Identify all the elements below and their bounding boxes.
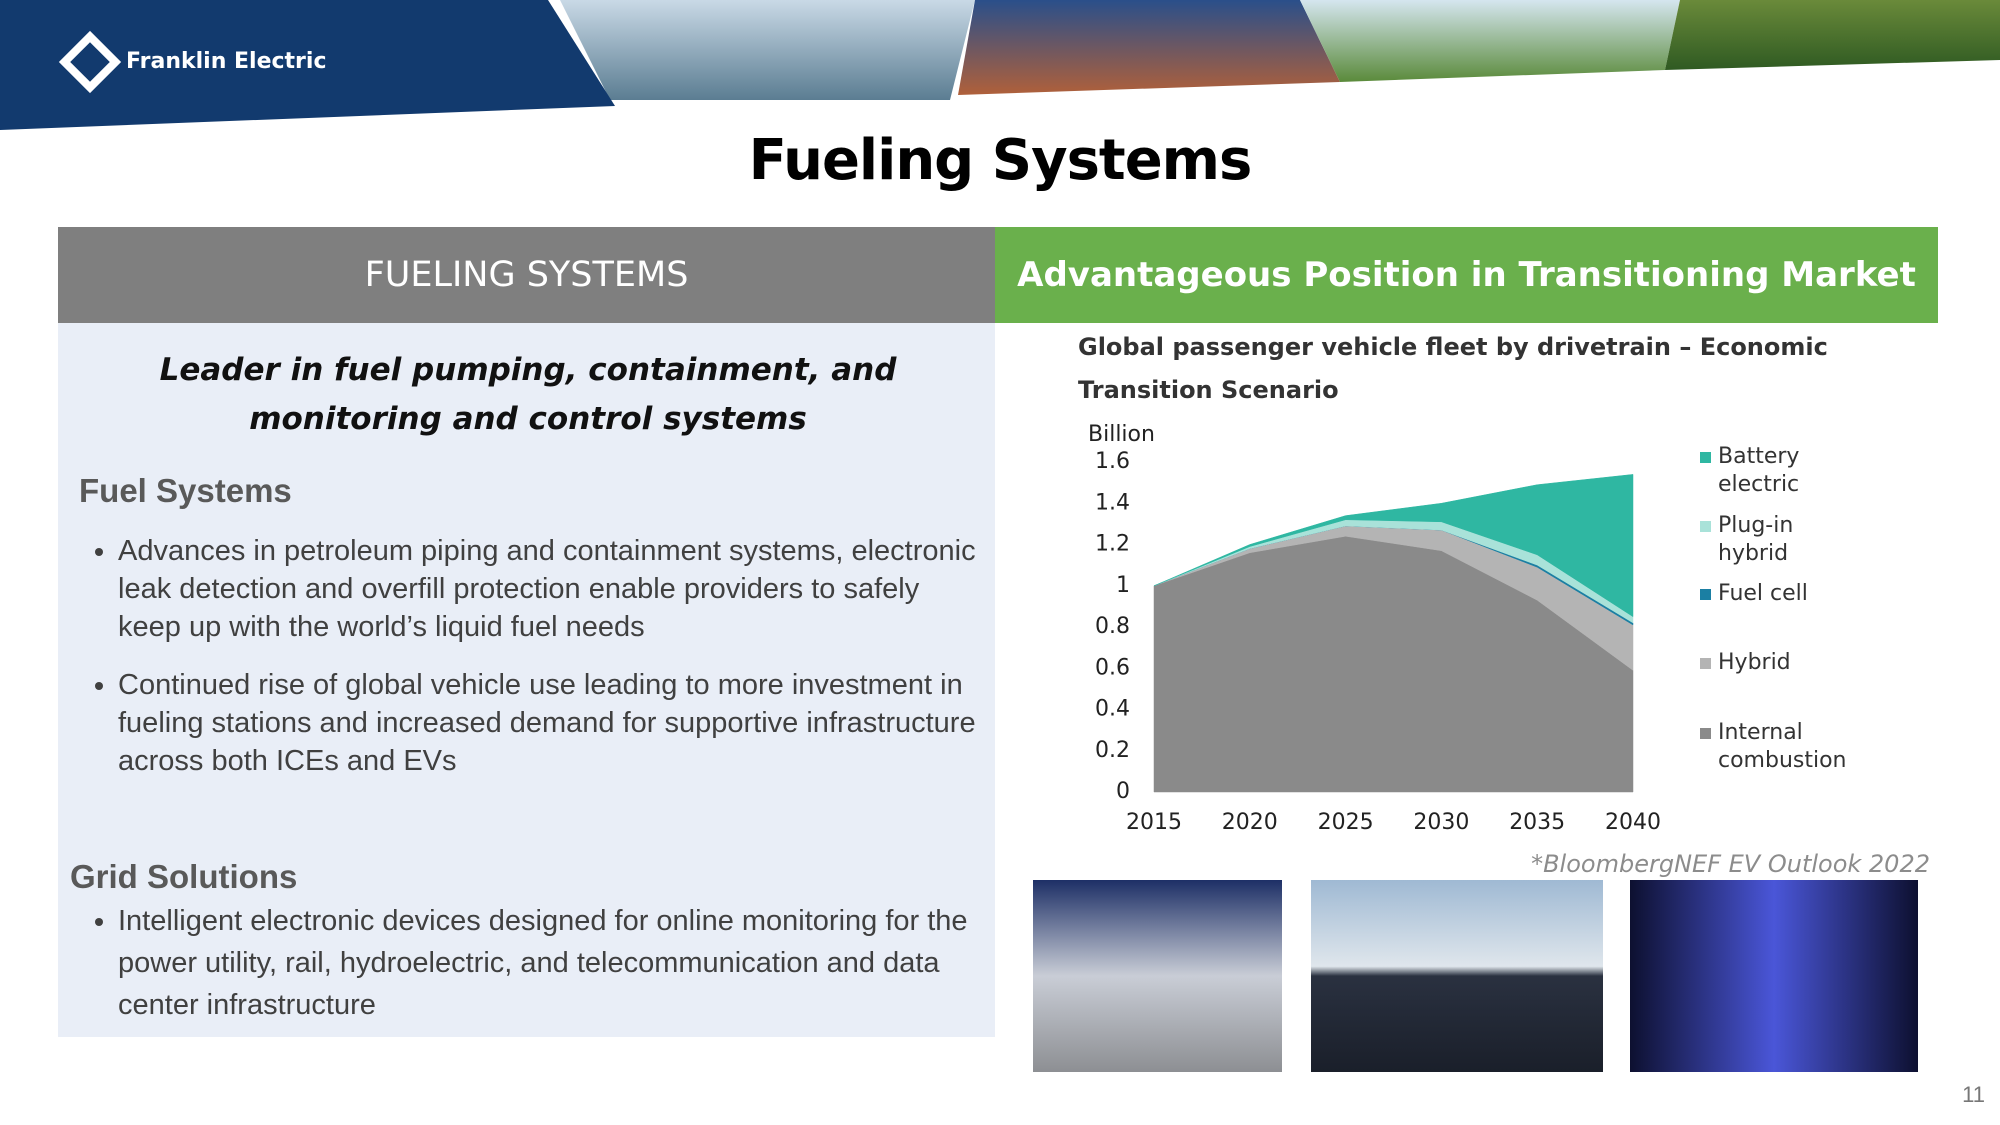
photo	[1033, 880, 1282, 1072]
legend-label: Hybrid	[1718, 650, 1791, 675]
legend-entry: Hybrid	[1700, 649, 1808, 677]
slide-title: Fueling Systems	[748, 128, 1253, 193]
logo-band	[0, 0, 615, 130]
photo	[1311, 880, 1603, 1072]
y-tick-label: 1	[1116, 573, 1130, 598]
photo	[958, 0, 1340, 95]
tagline: Leader in fuel pumping, containment, and…	[159, 352, 897, 437]
legend-entry: Battery electric	[1700, 443, 1858, 499]
y-tick-label: 0	[1116, 779, 1130, 804]
legend-label: Fuel cell	[1718, 581, 1808, 606]
y-tick-label: 1.4	[1095, 490, 1130, 515]
panel-body	[58, 323, 995, 1037]
photo	[1300, 0, 1680, 82]
y-tick-label: 1.6	[1095, 449, 1130, 474]
chart: Billion 0 0.2 0.4 0.6 0.8 1 1.2 1.4 1.6 2015 2020 2…	[1088, 422, 1661, 835]
logo-text: Franklin Electric	[126, 49, 327, 74]
bullet-list: Intelligent electronic devices designed …	[78, 900, 978, 1046]
section-heading: Grid Solutions	[70, 858, 298, 895]
legend-swatch	[1700, 521, 1711, 532]
area	[1153, 474, 1634, 618]
photo	[560, 0, 975, 100]
legend-swatch	[1700, 452, 1711, 463]
x-tick-label: 2030	[1413, 810, 1469, 835]
y-tick-label: 0.8	[1095, 614, 1130, 639]
section-heading: Fuel Systems	[79, 472, 292, 509]
legend-entry: Plug-in hybrid	[1700, 512, 1858, 568]
photo	[1665, 0, 2000, 70]
bullet-list: Advances in petroleum piping and contain…	[78, 532, 978, 800]
x-tick-label: 2020	[1222, 810, 1278, 835]
banner: Franklin Electric	[0, 0, 2000, 130]
photo	[1630, 880, 1918, 1072]
legend-label: Plug-in hybrid	[1718, 513, 1794, 566]
panel-header: FUELING SYSTEMS	[58, 227, 995, 323]
bullet: Intelligent electronic devices designed …	[118, 900, 978, 1026]
x-tick-label: 2040	[1605, 810, 1661, 835]
x-tick-label: 2015	[1126, 810, 1182, 835]
y-tick-label: 0.2	[1095, 738, 1130, 763]
legend-swatch	[1700, 589, 1711, 600]
bullet: Advances in petroleum piping and contain…	[118, 532, 978, 646]
bullet: Continued rise of global vehicle use lea…	[118, 666, 978, 780]
source-note: *BloombergNEF EV Outlook 2022	[1531, 850, 1930, 878]
page-number: 11	[1962, 1082, 1985, 1107]
y-tick-label: 0.6	[1095, 655, 1130, 680]
legend-entry: Internal combustion	[1700, 719, 1858, 775]
x-tick-label: 2025	[1318, 810, 1374, 835]
y-tick-label: 1.2	[1095, 532, 1130, 557]
photos	[1033, 880, 1918, 1072]
legend-label: Battery electric	[1718, 444, 1800, 497]
legend-swatch	[1700, 728, 1711, 739]
legend-entry: Fuel cell	[1700, 580, 1808, 608]
y-tick-label: 0.4	[1095, 697, 1130, 722]
x-tick-label: 2035	[1509, 810, 1565, 835]
legend-label: Internal combustion	[1718, 720, 1847, 773]
chart-title: Global passenger vehicle fleet by drivet…	[1078, 333, 1828, 404]
y-axis-label: Billion	[1088, 422, 1155, 447]
legend-swatch	[1700, 658, 1711, 669]
panel-header: Advantageous Position in Transitioning M…	[995, 227, 1938, 323]
